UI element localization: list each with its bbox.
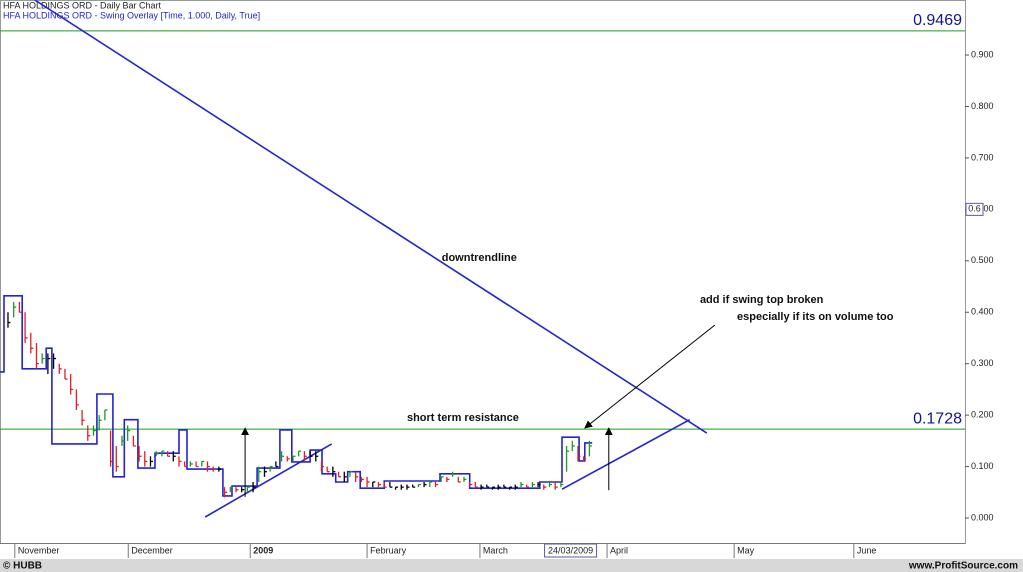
arrow	[584, 324, 716, 429]
cursor-price-box	[965, 202, 984, 216]
x-tick-label: March	[483, 545, 508, 555]
x-tick-label: February	[370, 545, 407, 555]
chart-subtitle: HFA HOLDINGS ORD - Swing Overlay [Time, …	[3, 10, 260, 20]
x-tick-label: 2009	[253, 545, 273, 555]
trendline	[561, 418, 691, 490]
y-tick-label: 0.400	[971, 307, 994, 317]
y-tick-label: 0.800	[971, 101, 994, 111]
annotation: downtrendline	[442, 252, 517, 264]
footer-right: www.ProfitSource.com	[908, 561, 1018, 572]
y-tick-label: 0.900	[971, 49, 994, 59]
footer-band	[0, 559, 1023, 572]
y-tick-label: 0.100	[971, 461, 994, 471]
y-tick-label: 0.000	[971, 512, 994, 522]
cursor-date-box	[544, 543, 598, 558]
x-tick-label: November	[18, 545, 60, 555]
chart-title: HFA HOLDINGS ORD - Daily Bar Chart	[3, 0, 162, 10]
y-tick-label: 0.200	[971, 409, 994, 419]
annotation: especially if its on volume too	[737, 311, 894, 323]
x-tick-label: December	[131, 545, 173, 555]
trendline	[34, 0, 708, 434]
y-tick-label: 0.500	[971, 255, 994, 265]
cursor-price-label: 0.6	[968, 204, 981, 214]
x-tick-label: June	[857, 545, 877, 555]
level-label: 0.1728	[913, 410, 962, 427]
x-tick-label: May	[737, 545, 755, 555]
cursor-date-label: 24/03/2009	[548, 545, 593, 555]
x-tick-label: April	[610, 545, 628, 555]
annotation: add if swing top broken	[700, 294, 824, 306]
annotation: short term resistance	[407, 412, 519, 424]
swing-overlay	[0, 295, 593, 497]
y-tick-label: 0.700	[971, 152, 994, 162]
y-tick-label: 0.300	[971, 358, 994, 368]
footer-left: © HUBB	[3, 561, 42, 572]
level-label: 0.9469	[913, 12, 962, 29]
